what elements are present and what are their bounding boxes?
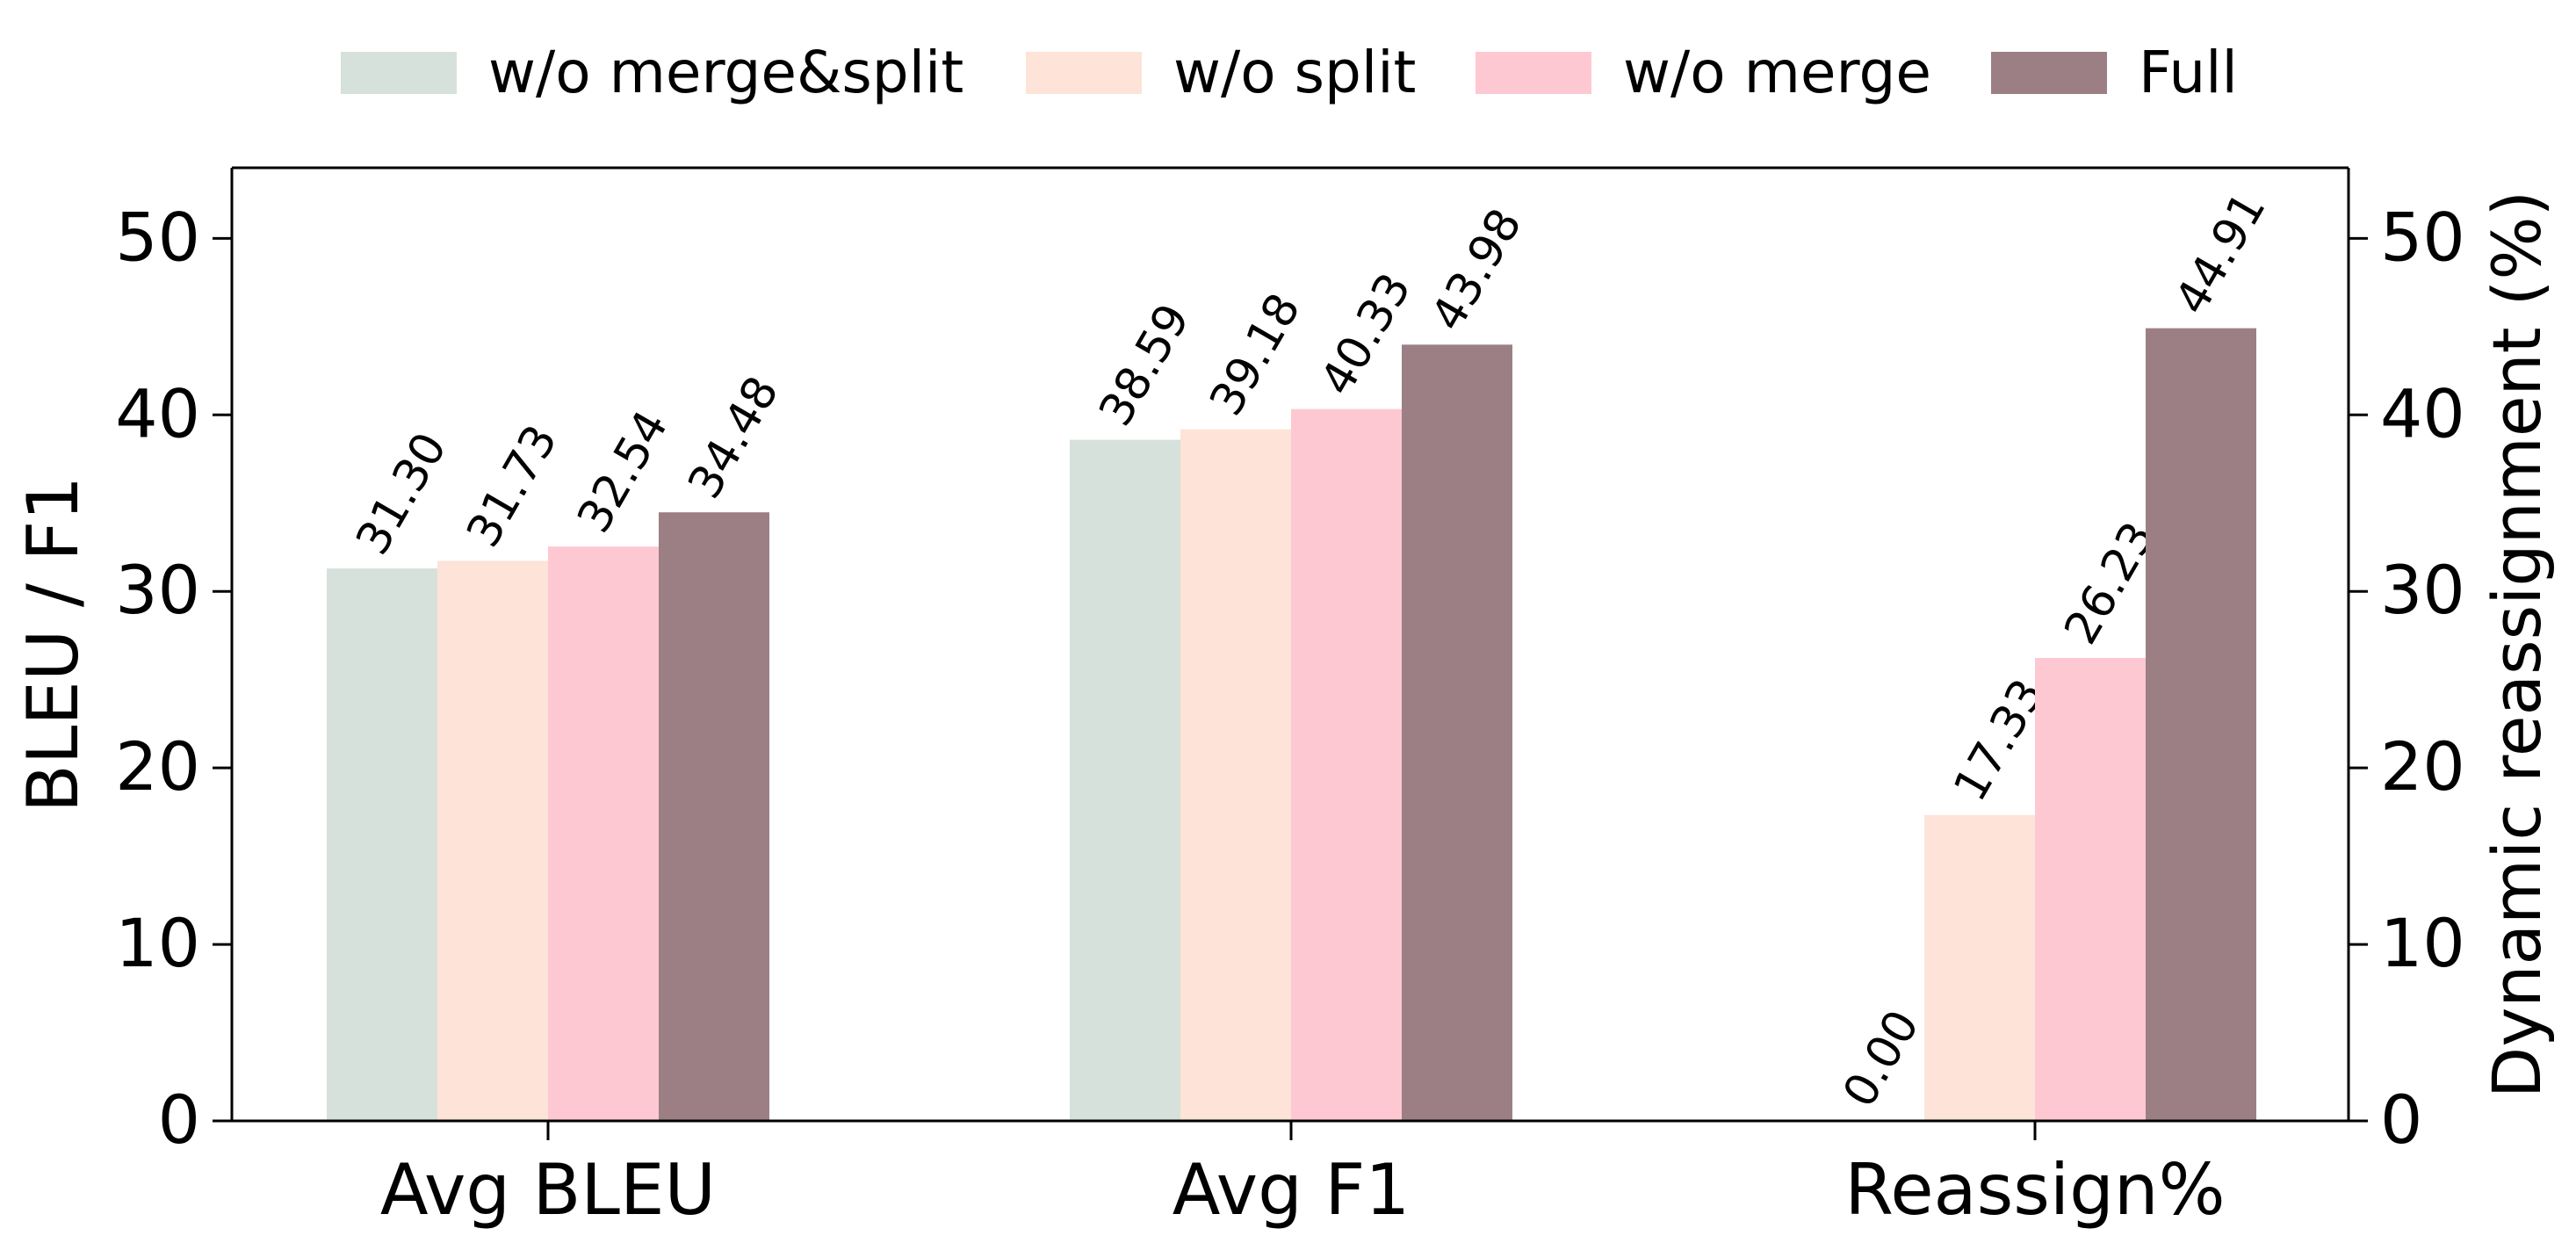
data-label: 31.30 bbox=[346, 424, 457, 564]
legend-swatch bbox=[1026, 52, 1142, 94]
x-tick-label: Reassign% bbox=[1844, 1149, 2225, 1231]
y2-tick-label: 30 bbox=[2380, 551, 2465, 629]
data-label: 44.91 bbox=[2165, 184, 2276, 323]
bar bbox=[659, 512, 769, 1121]
x-tick-label: Avg F1 bbox=[1173, 1149, 1411, 1231]
y2-tick-label: 20 bbox=[2380, 727, 2465, 806]
x-tick-label: Avg BLEU bbox=[380, 1149, 716, 1231]
y2-tick-label: 10 bbox=[2380, 904, 2465, 982]
data-label: 43.98 bbox=[1421, 200, 1532, 340]
legend-label: w/o merge&split bbox=[488, 39, 963, 106]
data-label: 34.48 bbox=[678, 368, 789, 508]
legend-label: w/o merge bbox=[1623, 39, 1931, 106]
bar bbox=[1180, 429, 1291, 1121]
y-tick-label: 30 bbox=[115, 551, 200, 629]
y-tick-label: 50 bbox=[115, 198, 200, 276]
legend-swatch bbox=[1476, 52, 1591, 94]
legend-swatch bbox=[1991, 52, 2107, 94]
y-tick-label: 0 bbox=[158, 1080, 200, 1159]
y2-tick-label: 50 bbox=[2380, 198, 2465, 276]
bar bbox=[1924, 814, 2035, 1121]
data-label: 31.73 bbox=[457, 416, 567, 556]
data-label: 38.59 bbox=[1089, 295, 1200, 435]
bar bbox=[548, 546, 659, 1121]
bar bbox=[327, 568, 437, 1121]
bar bbox=[1070, 439, 1180, 1122]
data-label: 0.00 bbox=[1833, 1001, 1930, 1116]
bar bbox=[2146, 328, 2256, 1121]
bar bbox=[1402, 344, 1512, 1122]
y2-tick-label: 40 bbox=[2380, 374, 2465, 452]
y2-axis-title: Dynamic reassignment (%) bbox=[2478, 191, 2556, 1098]
y-tick-label: 20 bbox=[115, 727, 200, 806]
data-label: 39.18 bbox=[1200, 285, 1310, 424]
y-axis-title: BLEU / F1 bbox=[12, 476, 94, 813]
bar bbox=[437, 560, 548, 1121]
bar bbox=[2035, 657, 2146, 1121]
y-tick-label: 10 bbox=[115, 904, 200, 982]
y-tick-label: 40 bbox=[115, 374, 200, 452]
y2-tick-label: 0 bbox=[2380, 1080, 2422, 1159]
legend-swatch bbox=[341, 52, 457, 94]
legend-label: w/o split bbox=[1173, 39, 1416, 106]
bar bbox=[1291, 408, 1402, 1121]
legend-label: Full bbox=[2139, 39, 2238, 106]
